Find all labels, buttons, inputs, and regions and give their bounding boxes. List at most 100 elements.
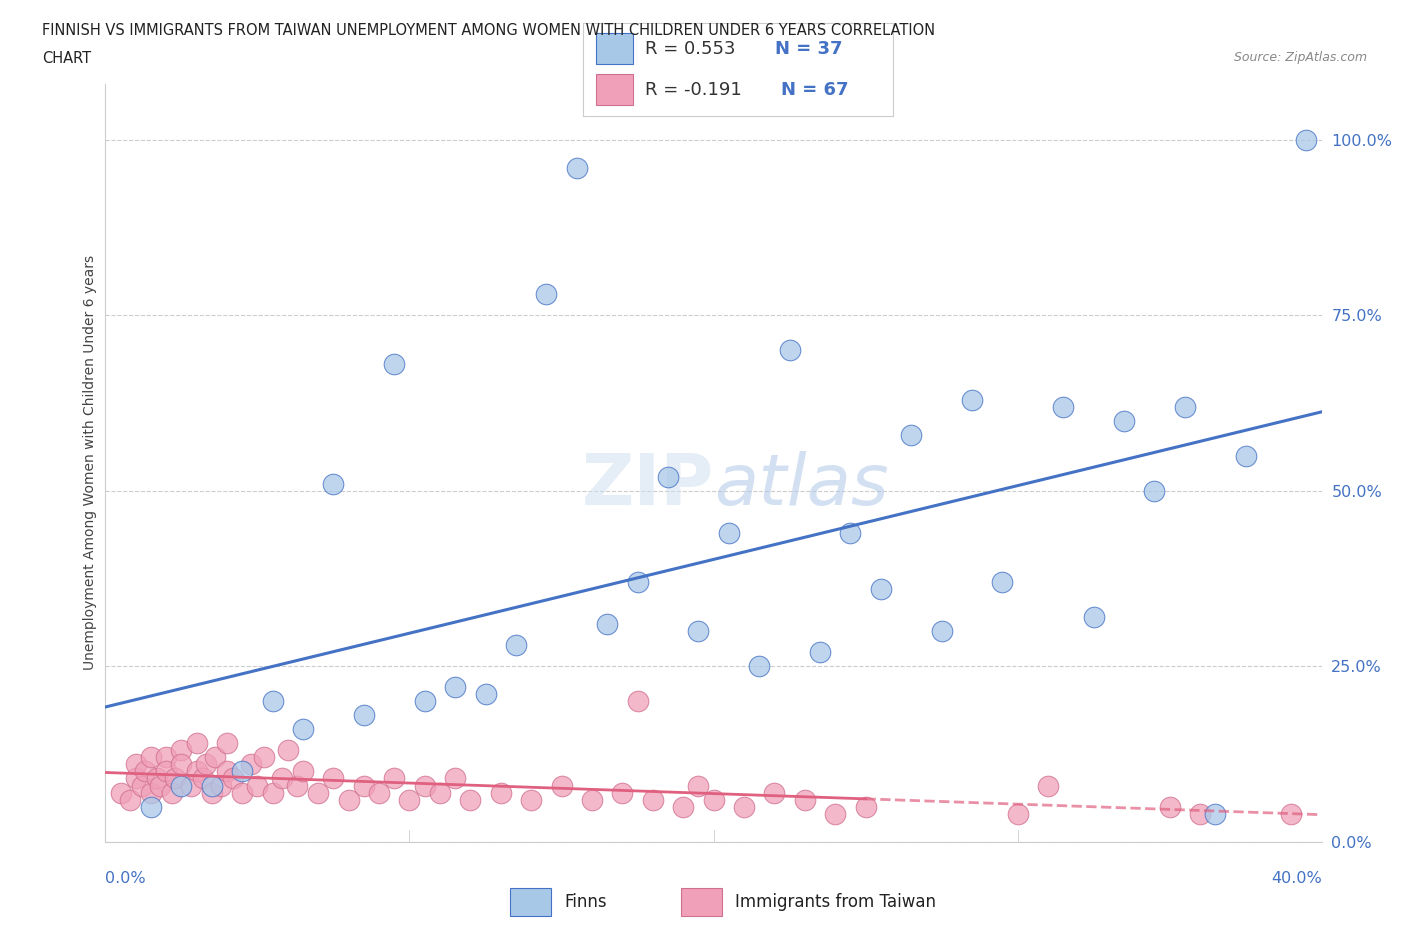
Point <box>779 343 801 358</box>
Point <box>165 771 187 786</box>
Point <box>191 771 214 786</box>
Point <box>763 785 786 800</box>
Point <box>131 778 153 793</box>
Point <box>292 764 315 779</box>
Point <box>1159 799 1181 814</box>
Point <box>413 694 436 709</box>
Point <box>110 785 132 800</box>
Point <box>149 778 172 793</box>
Point <box>194 757 217 772</box>
Point <box>382 357 405 372</box>
Point <box>1007 806 1029 821</box>
Point <box>458 792 481 807</box>
Point <box>118 792 141 807</box>
Point <box>231 785 253 800</box>
Point <box>155 750 177 764</box>
Point <box>125 757 148 772</box>
Point <box>134 764 156 779</box>
Point <box>285 778 308 793</box>
Point <box>489 785 512 800</box>
Point <box>1279 806 1302 821</box>
Point <box>1174 399 1197 414</box>
Point <box>413 778 436 793</box>
Point <box>262 694 284 709</box>
Point <box>657 470 679 485</box>
Point <box>125 771 148 786</box>
FancyBboxPatch shape <box>681 888 721 916</box>
Point <box>1295 132 1317 147</box>
Text: 40.0%: 40.0% <box>1271 871 1322 886</box>
Point <box>824 806 846 821</box>
FancyBboxPatch shape <box>510 888 551 916</box>
Point <box>688 624 710 639</box>
Point <box>641 792 664 807</box>
Point <box>581 792 603 807</box>
Text: ZIP: ZIP <box>581 451 713 520</box>
Point <box>170 757 193 772</box>
Point <box>1112 413 1135 428</box>
Text: CHART: CHART <box>42 51 91 66</box>
Text: atlas: atlas <box>713 451 889 520</box>
Point <box>204 750 226 764</box>
Point <box>139 785 162 800</box>
Point <box>217 764 239 779</box>
Point <box>733 799 755 814</box>
Point <box>209 778 232 793</box>
Point <box>474 687 496 702</box>
Point <box>596 617 619 631</box>
Point <box>252 750 274 764</box>
Point <box>201 785 224 800</box>
Point <box>1143 484 1166 498</box>
Point <box>353 778 375 793</box>
Point <box>565 161 588 176</box>
Point <box>626 575 648 590</box>
Point <box>869 581 891 596</box>
Point <box>612 785 634 800</box>
Point <box>855 799 877 814</box>
Point <box>222 771 245 786</box>
Point <box>337 792 360 807</box>
Point <box>717 525 740 540</box>
Point <box>931 624 953 639</box>
Point <box>322 771 344 786</box>
Text: R = -0.191: R = -0.191 <box>645 81 742 99</box>
Point <box>139 750 162 764</box>
Point <box>292 722 315 737</box>
Text: N = 37: N = 37 <box>775 40 842 58</box>
Point <box>672 799 695 814</box>
Point <box>180 778 202 793</box>
Point <box>186 764 208 779</box>
Point <box>793 792 815 807</box>
Point <box>368 785 391 800</box>
Point <box>1083 610 1105 625</box>
Point <box>382 771 405 786</box>
Point <box>520 792 543 807</box>
Point <box>839 525 862 540</box>
Point <box>536 286 558 301</box>
Point <box>626 694 648 709</box>
Point <box>322 476 344 491</box>
Point <box>429 785 451 800</box>
Point <box>398 792 420 807</box>
Point <box>170 743 193 758</box>
Point <box>688 778 710 793</box>
Point <box>808 644 831 659</box>
FancyBboxPatch shape <box>596 33 633 64</box>
Point <box>991 575 1014 590</box>
Y-axis label: Unemployment Among Women with Children Under 6 years: Unemployment Among Women with Children U… <box>83 255 97 671</box>
Point <box>155 764 177 779</box>
Point <box>186 736 208 751</box>
Point <box>146 771 169 786</box>
Point <box>1188 806 1211 821</box>
Point <box>277 743 299 758</box>
Point <box>353 708 375 723</box>
Point <box>270 771 292 786</box>
Point <box>162 785 184 800</box>
Point <box>139 799 162 814</box>
Point <box>217 736 239 751</box>
Point <box>1036 778 1059 793</box>
Point <box>240 757 263 772</box>
Point <box>444 680 467 695</box>
Point <box>307 785 329 800</box>
Text: N = 67: N = 67 <box>782 81 849 99</box>
